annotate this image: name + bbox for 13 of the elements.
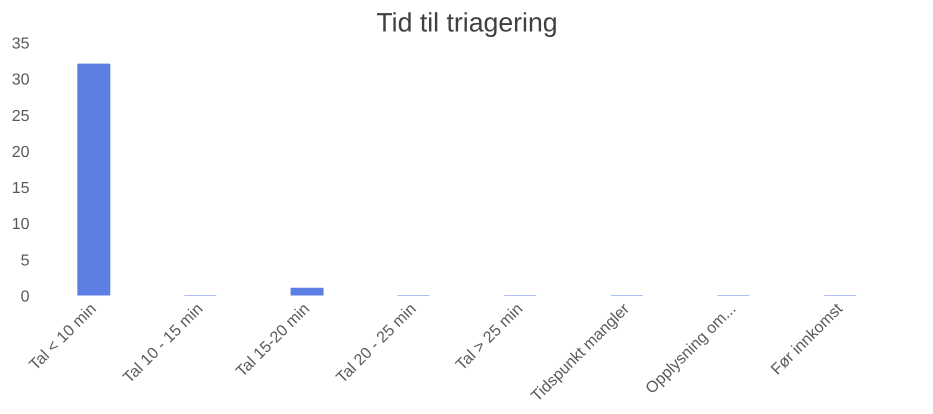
x-tick-label: Tal > 25 min: [452, 300, 526, 374]
y-tick-label: 5: [20, 252, 30, 270]
y-tick-label: 30: [12, 72, 30, 89]
chart-title: Tid til triagering: [376, 8, 558, 38]
x-tick-label: Tal 20 - 25 min: [333, 300, 420, 387]
y-tick-label: 25: [12, 108, 30, 125]
y-tick-label: 20: [12, 144, 30, 161]
bar: [290, 288, 324, 296]
y-tick-label: 35: [12, 36, 30, 52]
y-tick-label: 10: [12, 216, 30, 234]
y-tick-label: 15: [12, 180, 30, 198]
bar: [77, 64, 110, 296]
x-tick-label: Tal 10 - 15 min: [120, 300, 206, 387]
